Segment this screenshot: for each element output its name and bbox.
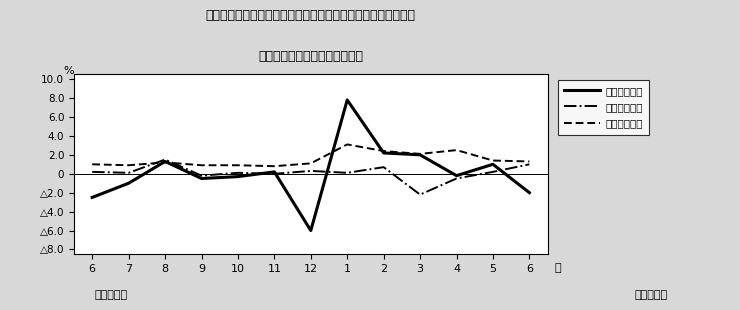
Text: 平成２３年: 平成２３年 (635, 290, 667, 299)
常用雇用指数 (416, 152, 425, 156)
現金給与総額 (379, 151, 388, 155)
総実労働時間 (124, 171, 133, 175)
総実労働時間 (306, 169, 315, 173)
総実労働時間 (197, 174, 206, 178)
総実労働時間 (88, 170, 97, 174)
Text: 第４図　賃金、労働時間、常用雇用指数　対前年同月比の推移: 第４図 賃金、労働時間、常用雇用指数 対前年同月比の推移 (206, 9, 416, 22)
現金給与総額 (124, 181, 133, 185)
Text: 月: 月 (554, 263, 561, 273)
総実労働時間 (416, 193, 425, 197)
現金給与総額 (161, 160, 169, 163)
Legend: 現金給与総額, 総実労働時間, 常用雇用指数: 現金給与総額, 総実労働時間, 常用雇用指数 (557, 80, 649, 135)
総実労働時間 (343, 171, 352, 175)
常用雇用指数 (234, 163, 243, 167)
常用雇用指数 (306, 162, 315, 165)
常用雇用指数 (270, 164, 279, 168)
総実労働時間 (270, 172, 279, 176)
常用雇用指数 (88, 162, 97, 166)
現金給与総額 (197, 177, 206, 180)
常用雇用指数 (124, 163, 133, 167)
総実労働時間 (379, 165, 388, 169)
総実労働時間 (452, 177, 461, 180)
総実労働時間 (234, 171, 243, 175)
常用雇用指数 (343, 143, 352, 146)
常用雇用指数 (452, 148, 461, 152)
現金給与総額 (234, 175, 243, 179)
現金給与総額 (343, 98, 352, 102)
常用雇用指数 (488, 159, 497, 162)
現金給与総額 (525, 191, 534, 195)
現金給与総額 (306, 229, 315, 232)
常用雇用指数 (197, 163, 206, 167)
現金給与総額 (88, 196, 97, 199)
Text: （規模５人以上　調査産業計）: （規模５人以上 調査産業計） (258, 50, 363, 63)
総実労働時間 (161, 158, 169, 162)
Text: %: % (64, 66, 74, 76)
現金給与総額 (452, 174, 461, 178)
現金給与総額 (270, 170, 279, 174)
常用雇用指数 (525, 160, 534, 163)
総実労働時間 (525, 162, 534, 166)
現金給与総額 (488, 162, 497, 166)
現金給与総額 (416, 153, 425, 157)
総実労働時間 (488, 170, 497, 174)
常用雇用指数 (379, 149, 388, 153)
Line: 常用雇用指数: 常用雇用指数 (92, 144, 529, 166)
Line: 総実労働時間: 総実労働時間 (92, 160, 529, 195)
Text: 平成２２年: 平成２２年 (95, 290, 127, 299)
常用雇用指数 (161, 161, 169, 164)
Line: 現金給与総額: 現金給与総額 (92, 100, 529, 231)
